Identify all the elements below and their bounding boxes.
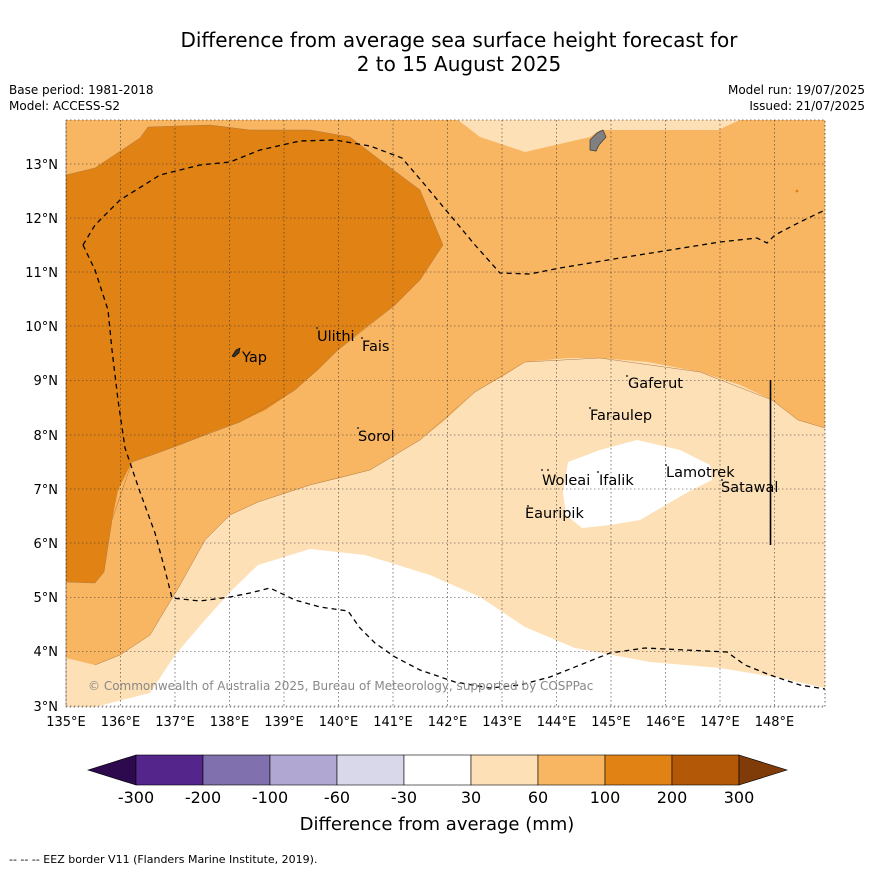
lon-label: 145°E bbox=[591, 715, 631, 730]
lon-label: 148°E bbox=[755, 715, 795, 730]
colorbar-tick: 60 bbox=[528, 788, 548, 807]
place-faraulep: Faraulep bbox=[590, 408, 652, 424]
lat-label: 11°N bbox=[25, 266, 58, 281]
lat-label: 9°N bbox=[34, 374, 59, 389]
eez-border bbox=[82, 139, 825, 690]
lon-axis-labels: 135°E 136°E 137°E 138°E 139°E 140°E 141°… bbox=[46, 715, 794, 730]
map-frame bbox=[65, 119, 826, 708]
place-ulithi: Ulithi bbox=[317, 329, 355, 345]
colorbar-swatch bbox=[604, 754, 673, 786]
lat-label: 5°N bbox=[34, 591, 59, 606]
chart-title: Difference from average sea surface heig… bbox=[0, 28, 873, 76]
contour-lines bbox=[66, 124, 825, 666]
meta-right: Model run: 19/07/2025 Issued: 21/07/2025 bbox=[728, 82, 865, 114]
colorbar-tick-labels: -300 -200 -100 -60 -30 30 60 100 200 300 bbox=[118, 788, 754, 807]
lon-label: 135°E bbox=[46, 715, 86, 730]
place-yap: Yap bbox=[241, 350, 267, 366]
colorbar-tick: -100 bbox=[252, 788, 288, 807]
lon-label: 136°E bbox=[101, 715, 141, 730]
gridlines bbox=[65, 120, 825, 707]
colorbar-tick: -30 bbox=[391, 788, 417, 807]
lat-label: 6°N bbox=[34, 537, 59, 552]
lat-label: 4°N bbox=[34, 645, 59, 660]
colorbar-tick: -60 bbox=[324, 788, 350, 807]
place-sorol: Sorol bbox=[358, 429, 395, 445]
place-labels: Yap Ulithi Fais Gaferut Faraulep Sorol W… bbox=[241, 329, 778, 522]
lat-label: 8°N bbox=[34, 429, 59, 444]
place-satawal: Satawal bbox=[721, 480, 778, 496]
colorbar-swatch bbox=[269, 754, 338, 786]
colorbar-swatch bbox=[202, 754, 271, 786]
lon-label: 141°E bbox=[373, 715, 413, 730]
eez-footnote: -- -- -- EEZ border V11 (Flanders Marine… bbox=[9, 853, 318, 866]
lon-label: 140°E bbox=[319, 715, 359, 730]
lat-label: 10°N bbox=[25, 320, 58, 335]
colorbar-swatch bbox=[537, 754, 606, 786]
colorbar-label: Difference from average (mm) bbox=[300, 814, 575, 835]
lat-label: 12°N bbox=[25, 212, 58, 227]
band-60-100-top bbox=[458, 120, 740, 152]
lon-label: 139°E bbox=[264, 715, 304, 730]
place-lamotrek: Lamotrek bbox=[666, 465, 735, 481]
lon-label: 146°E bbox=[646, 715, 686, 730]
place-eauripik: Eauripik bbox=[525, 506, 584, 522]
colorbar-tick: 300 bbox=[724, 788, 755, 807]
lat-label: 13°N bbox=[25, 158, 58, 173]
title-line-1: Difference from average sea surface heig… bbox=[180, 28, 738, 52]
title-line-2: 2 to 15 August 2025 bbox=[356, 52, 562, 76]
lon-label: 137°E bbox=[155, 715, 195, 730]
colorbar-swatch bbox=[403, 754, 472, 786]
guam-island bbox=[589, 129, 607, 152]
model-text: Model: ACCESS-S2 bbox=[9, 99, 121, 113]
band-100-200 bbox=[66, 125, 443, 583]
colorbar-swatch bbox=[671, 754, 740, 786]
lon-label: 142°E bbox=[428, 715, 468, 730]
lon-label: 138°E bbox=[210, 715, 250, 730]
issued-text: Issued: 21/07/2025 bbox=[749, 99, 865, 113]
place-ifalik: Ifalik bbox=[599, 473, 634, 489]
lon-label: 144°E bbox=[537, 715, 577, 730]
place-woleai: Woleai bbox=[542, 473, 590, 489]
lon-label: 143°E bbox=[482, 715, 522, 730]
place-gaferut: Gaferut bbox=[628, 376, 683, 392]
colorbar-swatch bbox=[336, 754, 405, 786]
band-white-east bbox=[563, 440, 712, 528]
colorbar-swatch bbox=[470, 754, 539, 786]
place-dots bbox=[316, 189, 799, 507]
colorbar-swatch bbox=[135, 754, 204, 786]
colorbar bbox=[86, 754, 789, 786]
model-run-text: Model run: 19/07/2025 bbox=[727, 83, 865, 97]
colorbar-tick: -300 bbox=[118, 788, 154, 807]
meta-left: Base period: 1981-2018 Model: ACCESS-S2 bbox=[9, 82, 154, 114]
lat-label: 3°N bbox=[34, 700, 59, 715]
band-white-south bbox=[95, 549, 825, 707]
place-fais: Fais bbox=[362, 339, 389, 355]
colorbar-extend-low bbox=[86, 754, 137, 786]
colorbar-extend-high bbox=[738, 754, 789, 786]
colorbar-tick: -200 bbox=[185, 788, 221, 807]
colorbar-tick: 30 bbox=[461, 788, 481, 807]
base-period-text: Base period: 1981-2018 bbox=[9, 83, 154, 97]
colorbar-tick: 200 bbox=[657, 788, 688, 807]
lat-axis-labels: 13°N 12°N 11°N 10°N 9°N 8°N 7°N 6°N 5°N … bbox=[25, 158, 58, 715]
lat-label: 7°N bbox=[34, 483, 59, 498]
yap-island bbox=[231, 347, 241, 358]
copyright-notice: © Commonwealth of Australia 2025, Bureau… bbox=[88, 679, 593, 693]
map-fill-layer bbox=[66, 120, 825, 707]
colorbar-tick: 100 bbox=[590, 788, 621, 807]
lon-label: 147°E bbox=[700, 715, 740, 730]
